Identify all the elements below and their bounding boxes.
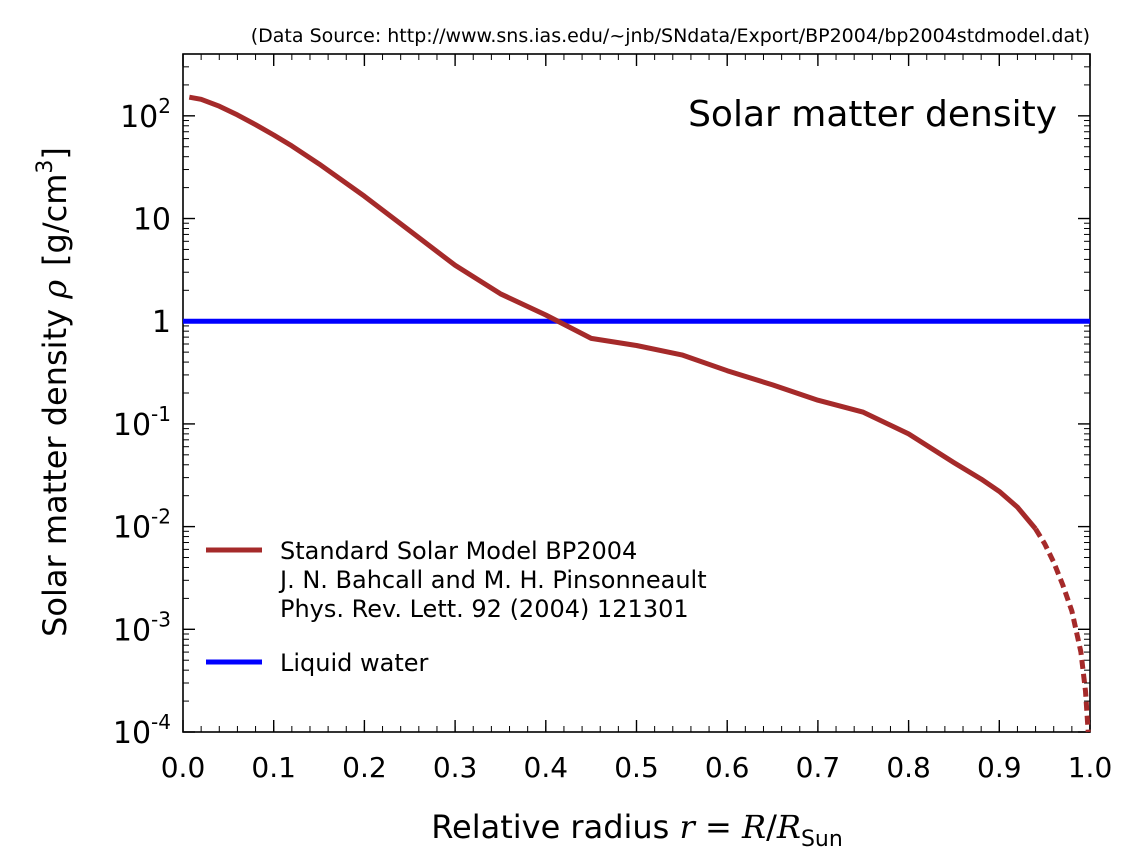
x-tick-label: 0.6: [705, 751, 750, 784]
series-solar-model-line: [188, 94, 1038, 531]
x-tick-label: 0.2: [342, 751, 387, 784]
y-tick-label: 10-2: [113, 505, 171, 546]
legend-label-solar-model-1: Standard Solar Model BP2004: [280, 537, 637, 565]
x-tick-label: 0.0: [161, 751, 206, 784]
y-tick-label: 10-4: [113, 710, 171, 751]
x-tick-label: 0.9: [977, 751, 1022, 784]
legend: Standard Solar Model BP2004 J. N. Bahcal…: [206, 537, 707, 677]
y-tick-label: 1: [152, 305, 171, 340]
x-tick-label: 0.7: [796, 751, 841, 784]
plot-area: [182, 53, 1091, 733]
data-source-note: (Data Source: http://www.sns.ias.edu/~jn…: [251, 25, 1090, 47]
series-lines: [183, 94, 1091, 733]
x-tick-label: 0.1: [251, 751, 296, 784]
x-tick-label: 0.5: [614, 751, 659, 784]
legend-label-liquid-water: Liquid water: [280, 649, 429, 677]
chart-title: Solar matter density: [688, 94, 1057, 135]
y-tick-label: 102: [120, 94, 171, 135]
y-tick-labels: 102 10 1 10-1 10-2 10-3 10-4: [113, 94, 171, 751]
x-axis-label: Relative radius r = R/RSun: [431, 808, 843, 852]
y-tick-label: 10-3: [113, 607, 171, 648]
x-tick-label: 0.8: [886, 751, 931, 784]
x-tick-label: 0.3: [433, 751, 478, 784]
axis-ticks: [182, 53, 1091, 733]
y-tick-label: 10-1: [113, 402, 171, 443]
legend-label-solar-model-2: J. N. Bahcall and M. H. Pinsonneault: [278, 566, 707, 594]
x-tick-label: 1.0: [1068, 751, 1113, 784]
x-tick-label: 0.4: [524, 751, 569, 784]
y-axis-label: Solar matter density ρ[g/cm3]: [33, 147, 74, 637]
y-tick-label: 10: [133, 203, 171, 238]
x-tick-labels: 0.0 0.1 0.2 0.3 0.4 0.5 0.6 0.7 0.8 0.9 1.0: [161, 751, 1113, 784]
legend-label-solar-model-3: Phys. Rev. Lett. 92 (2004) 121301: [280, 595, 689, 623]
series-solar-model-dashed-tail: [1033, 527, 1091, 733]
